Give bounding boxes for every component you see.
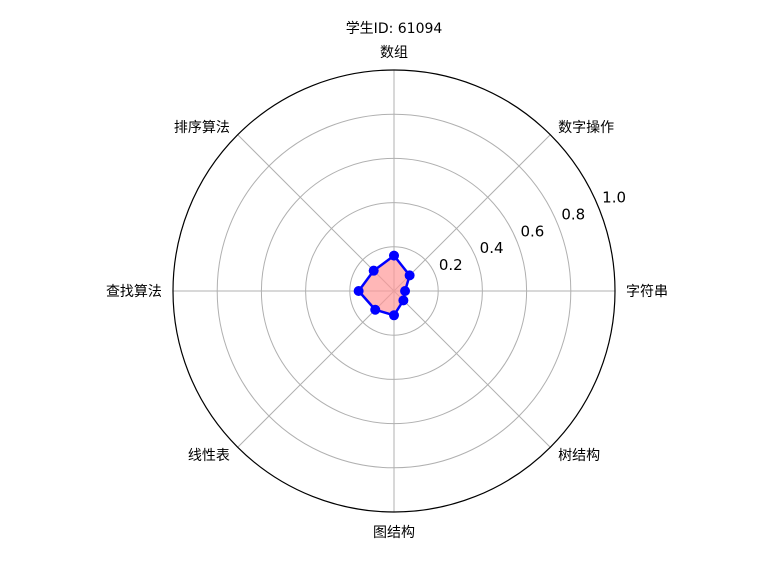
radial-tick-labels: 0.2 0.4 0.6 0.8 1.0 bbox=[439, 188, 626, 274]
category-label-4: 查找算法 bbox=[106, 284, 162, 300]
data-point-4 bbox=[353, 286, 364, 296]
data-point-1 bbox=[404, 270, 415, 281]
chart-title: 学生ID: 61094 bbox=[346, 21, 443, 37]
series-area bbox=[353, 250, 415, 321]
spoke-7 bbox=[393, 290, 551, 448]
category-label-3: 排序算法 bbox=[174, 120, 230, 136]
data-point-6 bbox=[389, 310, 399, 321]
data-point-7 bbox=[398, 295, 409, 306]
series-fill bbox=[358, 255, 410, 316]
category-label-1: 数字操作 bbox=[558, 120, 614, 136]
spoke-3 bbox=[237, 134, 395, 292]
data-point-2 bbox=[389, 250, 399, 261]
spoke-1 bbox=[393, 134, 551, 292]
category-label-0: 字符串 bbox=[626, 284, 668, 300]
category-label-5: 线性表 bbox=[188, 448, 230, 464]
radial-tick-4: 1.0 bbox=[602, 188, 626, 206]
category-label-2: 数组 bbox=[380, 45, 408, 61]
radial-grid bbox=[172, 69, 616, 513]
radial-tick-1: 0.4 bbox=[480, 239, 504, 257]
data-point-5 bbox=[370, 304, 381, 315]
category-label-7: 树结构 bbox=[558, 448, 600, 464]
data-point-0 bbox=[400, 286, 411, 296]
radial-tick-0: 0.2 bbox=[439, 256, 463, 274]
radial-tick-2: 0.6 bbox=[521, 222, 545, 240]
data-point-3 bbox=[368, 265, 379, 276]
polar-frame bbox=[172, 69, 616, 513]
spoke-5 bbox=[237, 290, 395, 448]
category-label-6: 图结构 bbox=[373, 525, 415, 541]
radial-tick-3: 0.8 bbox=[561, 205, 585, 223]
